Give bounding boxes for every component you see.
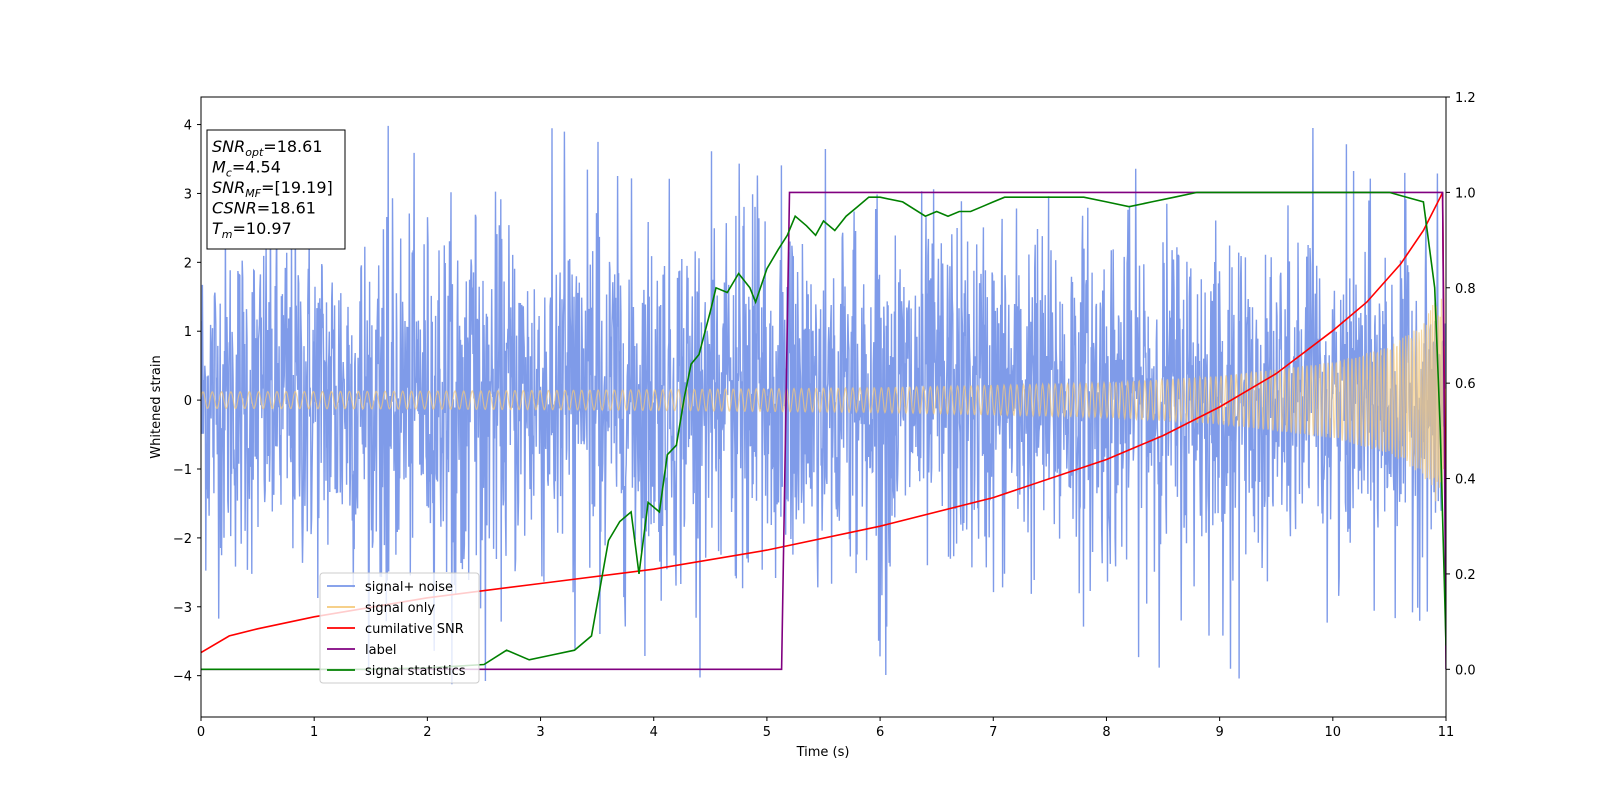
- info-line: SNRMF=[19.19]: [212, 178, 333, 200]
- y-left-tick-label: −1: [173, 463, 192, 478]
- y-right-tick-label: 0.6: [1455, 377, 1476, 392]
- x-tick-label: 10: [1325, 725, 1342, 740]
- legend-label: signal only: [365, 601, 435, 616]
- x-tick-label: 5: [763, 725, 771, 740]
- y-left-tick-label: 2: [184, 256, 192, 271]
- y-left-tick-label: −4: [173, 670, 192, 685]
- info-line: CSNR=18.61: [212, 199, 316, 218]
- y-right-tick-label: 0.2: [1455, 568, 1476, 583]
- series-signal-noise: [201, 125, 1446, 685]
- y-left-tick-label: −2: [173, 532, 192, 547]
- legend-label: cumilative SNR: [365, 622, 464, 637]
- x-tick-label: 3: [536, 725, 544, 740]
- x-tick-label: 6: [876, 725, 884, 740]
- x-tick-label: 7: [989, 725, 997, 740]
- legend: signal+ noise signal only cumilative SNR la…: [319, 572, 480, 684]
- x-tick-label: 1: [310, 725, 318, 740]
- legend-frame: [319, 572, 480, 684]
- y-left-tick-label: 0: [184, 394, 192, 409]
- y-right-tick-label: 0.8: [1455, 282, 1476, 297]
- x-axis: 0 1 2 3 4 5 6 7 8 9 10 11: [197, 717, 1454, 740]
- y-right-axis: 1.2 1.0 0.8 0.6 0.4 0.2 0.0: [1446, 91, 1476, 678]
- y-right-tick-label: 0.0: [1455, 663, 1476, 678]
- series-label: [201, 191, 1446, 671]
- x-tick-label: 2: [423, 725, 431, 740]
- info-line: Tm=10.97: [212, 219, 292, 241]
- info-box-frame: [206, 129, 346, 250]
- x-tick-label: 4: [650, 725, 658, 740]
- legend-label: label: [365, 643, 396, 658]
- plot-frame: [200, 96, 1447, 718]
- x-tick-label: 11: [1438, 725, 1455, 740]
- info-line: SNRopt=18.61: [212, 137, 323, 159]
- y-left-tick-label: 4: [184, 119, 192, 134]
- legend-label: signal statistics: [365, 664, 466, 679]
- series-signal-only: [201, 298, 1446, 517]
- y-left-tick-label: −3: [173, 601, 192, 616]
- legend-label: signal+ noise: [365, 580, 453, 595]
- series-signal-statistics: [201, 191, 1446, 671]
- info-box: SNRopt=18.61Mc=4.54SNRMF=[19.19]CSNR=18.…: [206, 129, 346, 250]
- y-left-tick-label: 3: [184, 187, 192, 202]
- y-left-axis: 4 3 2 1 0 −1 −2 −3 −4: [173, 119, 201, 685]
- y-right-tick-label: 1.2: [1455, 91, 1476, 106]
- y-right-tick-label: 0.4: [1455, 473, 1476, 488]
- x-tick-label: 8: [1102, 725, 1110, 740]
- y-left-tick-label: 1: [184, 325, 192, 340]
- info-line: Mc=4.54: [212, 158, 281, 180]
- x-tick-label: 9: [1215, 725, 1223, 740]
- y-right-tick-label: 1.0: [1455, 186, 1476, 201]
- x-tick-label: 0: [197, 725, 205, 740]
- x-axis-label: Time (s): [796, 745, 850, 760]
- y-axis-label: Whitened strain: [149, 355, 164, 458]
